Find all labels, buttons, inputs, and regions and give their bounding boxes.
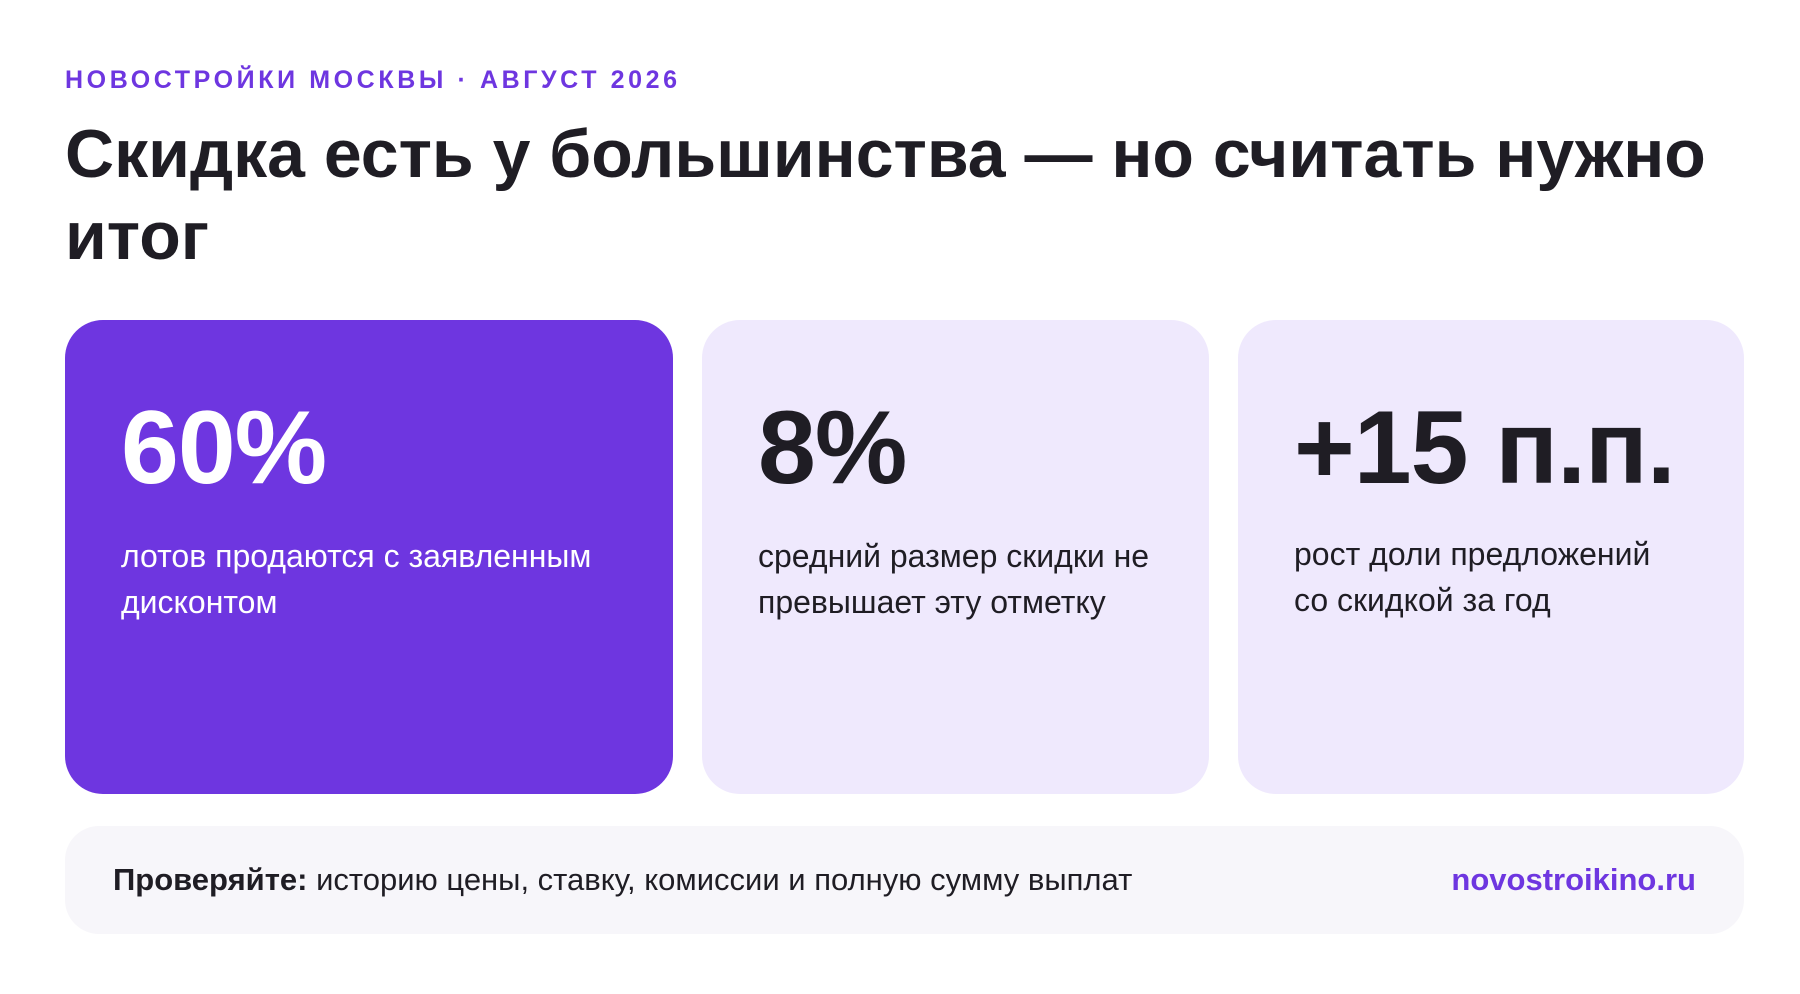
stat-description: лотов продаются с заявленным дисконтом (121, 538, 592, 620)
stat-card-growth: +15 п.п. рост доли предложений со скидко… (1238, 320, 1744, 794)
site-link[interactable]: novostroikino.ru (1451, 862, 1696, 897)
stat-card-discount-share: 60% лотов продаются с заявленным дисконт… (65, 320, 673, 794)
stat-value: +15 п.п. (1294, 390, 1676, 506)
stat-description: рост доли предложений со скидкой за год (1294, 536, 1651, 618)
stat-description: средний размер скидки не превышает эту о… (758, 538, 1150, 620)
kicker: НОВОСТРОЙКИ МОСКВЫ · АВГУСТ 2026 (65, 66, 681, 94)
footer-bar: Проверяйте: историю цены, ставку, комисс… (65, 826, 1744, 934)
stat-card-average-discount: 8% средний размер скидки не превышает эт… (702, 320, 1209, 794)
page-title: Скидка есть у большинства — но считать н… (65, 116, 1706, 274)
stat-value: 60% (121, 390, 327, 506)
stat-value: 8% (758, 390, 907, 506)
footer-text: историю цены, ставку, комиссии и полную … (307, 862, 1133, 897)
footer-label: Проверяйте: (113, 862, 308, 897)
footer-note: Проверяйте: историю цены, ставку, комисс… (113, 862, 1132, 898)
